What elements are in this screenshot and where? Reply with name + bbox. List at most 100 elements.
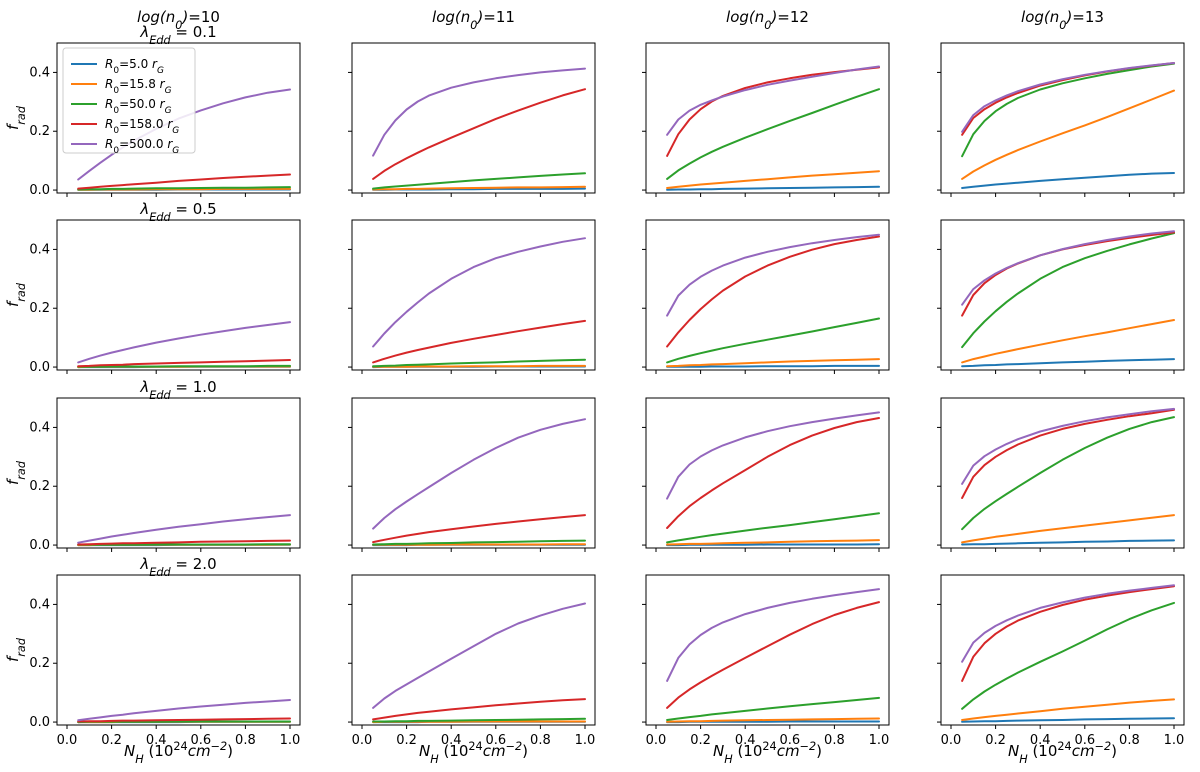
series-line-r0-15-8-rg-r0-c2 <box>666 170 880 189</box>
series-line-r0-500-0-rg-r0-c1 <box>372 67 586 157</box>
x-tick-label: 1.0 <box>1164 733 1185 748</box>
legend-entry-0: R0=5.0 rG <box>105 57 164 76</box>
series-line-r0-158-0-rg-r3-c0 <box>77 717 291 723</box>
series-line-r0-158-0-rg-r3-c3 <box>961 585 1175 682</box>
x-tick-label: 1.0 <box>869 733 890 748</box>
series-line-r0-15-8-rg-r1-c3 <box>961 319 1175 364</box>
x-tick-label: 0.2 <box>101 733 122 748</box>
panel-frame-r0-c0 <box>56 42 301 194</box>
y-axis-label-r3: frad <box>4 637 28 662</box>
panel-frame-r1-c2 <box>645 219 890 371</box>
series-line-r0-5-0-rg-r3-c3 <box>961 717 1175 723</box>
series-line-r0-500-0-rg-r2-c3 <box>961 407 1175 485</box>
series-line-r0-500-0-rg-r3-c3 <box>961 584 1175 663</box>
series-line-r0-500-0-rg-r2-c2 <box>666 411 880 500</box>
x-tick-label: 0.8 <box>1119 733 1140 748</box>
series-line-r0-158-0-rg-r0-c0 <box>77 173 291 190</box>
x-axis-label-c1: NH (1024cm−2) <box>419 740 528 766</box>
y-axis-label-r2: frad <box>4 460 28 485</box>
x-tick-label: 0.0 <box>646 733 667 748</box>
x-tick-label: 0.4 <box>1030 733 1051 748</box>
series-line-r0-50-0-rg-r0-c0 <box>77 186 291 191</box>
x-tick-label: 0.6 <box>779 733 800 748</box>
y-tick-label: 0.4 <box>29 242 50 257</box>
series-line-r0-15-8-rg-r3-c2 <box>666 717 880 723</box>
series-line-r0-500-0-rg-r2-c1 <box>372 418 586 530</box>
x-tick-label: 0.6 <box>485 733 506 748</box>
series-line-r0-158-0-rg-r3-c2 <box>666 601 880 709</box>
series-line-r0-500-0-rg-r3-c0 <box>77 699 291 722</box>
series-line-r0-5-0-rg-r0-c3 <box>961 172 1175 189</box>
series-line-r0-500-0-rg-r1-c3 <box>961 230 1175 306</box>
series-line-r0-5-0-rg-r1-c3 <box>961 358 1175 368</box>
x-tick-label: 0.8 <box>530 733 551 748</box>
series-line-r0-500-0-rg-r0-c3 <box>961 62 1175 133</box>
y-tick-label: 0.4 <box>29 65 50 80</box>
column-title-0: log(n0)=10 <box>137 8 220 32</box>
series-line-r0-158-0-rg-r2-c2 <box>666 417 880 529</box>
x-tick-label: 0.0 <box>941 733 962 748</box>
legend-box <box>62 47 196 154</box>
y-tick-label: 0.2 <box>29 479 50 494</box>
y-tick-label: 0.0 <box>29 715 50 730</box>
series-line-r0-158-0-rg-r0-c1 <box>372 88 586 180</box>
y-tick-label: 0.0 <box>29 360 50 375</box>
panel-frame-r0-c3 <box>940 42 1185 194</box>
y-tick-label: 0.2 <box>29 124 50 139</box>
x-tick-label: 0.0 <box>352 733 373 748</box>
y-tick-label: 0.0 <box>29 183 50 198</box>
panel-frame-r2-c1 <box>351 397 596 549</box>
series-line-r0-15-8-rg-r3-c3 <box>961 698 1175 721</box>
panel-frame-r1-c1 <box>351 219 596 371</box>
column-title-3: log(n0)=13 <box>1021 8 1104 32</box>
series-line-r0-500-0-rg-r1-c1 <box>372 237 586 348</box>
x-tick-label: 0.8 <box>824 733 845 748</box>
series-line-r0-158-0-rg-r0-c2 <box>666 66 880 157</box>
panel-frame-r3-c1 <box>351 574 596 726</box>
series-line-r0-50-0-rg-r3-c3 <box>961 601 1175 710</box>
x-tick-label: 1.0 <box>575 733 596 748</box>
series-line-r0-500-0-rg-r3-c1 <box>372 602 586 709</box>
series-line-r0-50-0-rg-r1-c3 <box>961 232 1175 349</box>
x-tick-label: 0.6 <box>1074 733 1095 748</box>
series-line-r0-50-0-rg-r2-c1 <box>372 539 586 546</box>
series-line-r0-50-0-rg-r0-c1 <box>372 172 586 190</box>
series-line-r0-500-0-rg-r1-c0 <box>77 321 291 364</box>
series-line-r0-50-0-rg-r2-c3 <box>961 416 1175 531</box>
x-tick-label: 0.2 <box>396 733 417 748</box>
y-tick-label: 0.0 <box>29 538 50 553</box>
series-line-r0-158-0-rg-r1-c2 <box>666 235 880 348</box>
series-line-r0-50-0-rg-r3-c2 <box>666 696 880 721</box>
series-line-r0-158-0-rg-r2-c0 <box>77 539 291 546</box>
y-axis-label-r0: frad <box>4 105 28 130</box>
x-tick-label: 0.8 <box>235 733 256 748</box>
legend-entry-3: R0=158.0 rG <box>105 117 179 136</box>
series-line-r0-50-0-rg-r1-c0 <box>77 364 291 368</box>
x-axis-label-c0: NH (1024cm−2) <box>124 740 233 766</box>
series-line-r0-158-0-rg-r2-c1 <box>372 514 586 544</box>
x-axis-label-c3: NH (1024cm−2) <box>1008 740 1117 766</box>
x-tick-label: 0.2 <box>690 733 711 748</box>
series-line-r0-158-0-rg-r2-c3 <box>961 408 1175 499</box>
panel-frame-r1-c0 <box>56 219 301 371</box>
panel-frame-r3-c3 <box>940 574 1185 726</box>
panel-frame-r0-c1 <box>351 42 596 194</box>
y-tick-label: 0.2 <box>29 656 50 671</box>
series-line-r0-500-0-rg-r1-c2 <box>666 233 880 317</box>
series-line-r0-50-0-rg-r1-c2 <box>666 317 880 364</box>
y-tick-label: 0.2 <box>29 301 50 316</box>
panel-frame-r3-c2 <box>645 574 890 726</box>
series-line-r0-50-0-rg-r1-c1 <box>372 358 586 368</box>
series-line-r0-50-0-rg-r3-c1 <box>372 717 586 723</box>
series-line-r0-5-0-rg-r1-c2 <box>666 364 880 368</box>
x-tick-label: 0.4 <box>735 733 756 748</box>
panel-frame-r0-c2 <box>645 42 890 194</box>
legend-entry-1: R0=15.8 rG <box>105 77 172 96</box>
panel-frame-r2-c0 <box>56 397 301 549</box>
x-tick-label: 1.0 <box>280 733 301 748</box>
series-line-r0-158-0-rg-r3-c1 <box>372 698 586 721</box>
legend-entry-2: R0=50.0 rG <box>105 97 172 116</box>
x-tick-label: 0.0 <box>57 733 78 748</box>
x-axis-label-c2: NH (1024cm−2) <box>713 740 822 766</box>
